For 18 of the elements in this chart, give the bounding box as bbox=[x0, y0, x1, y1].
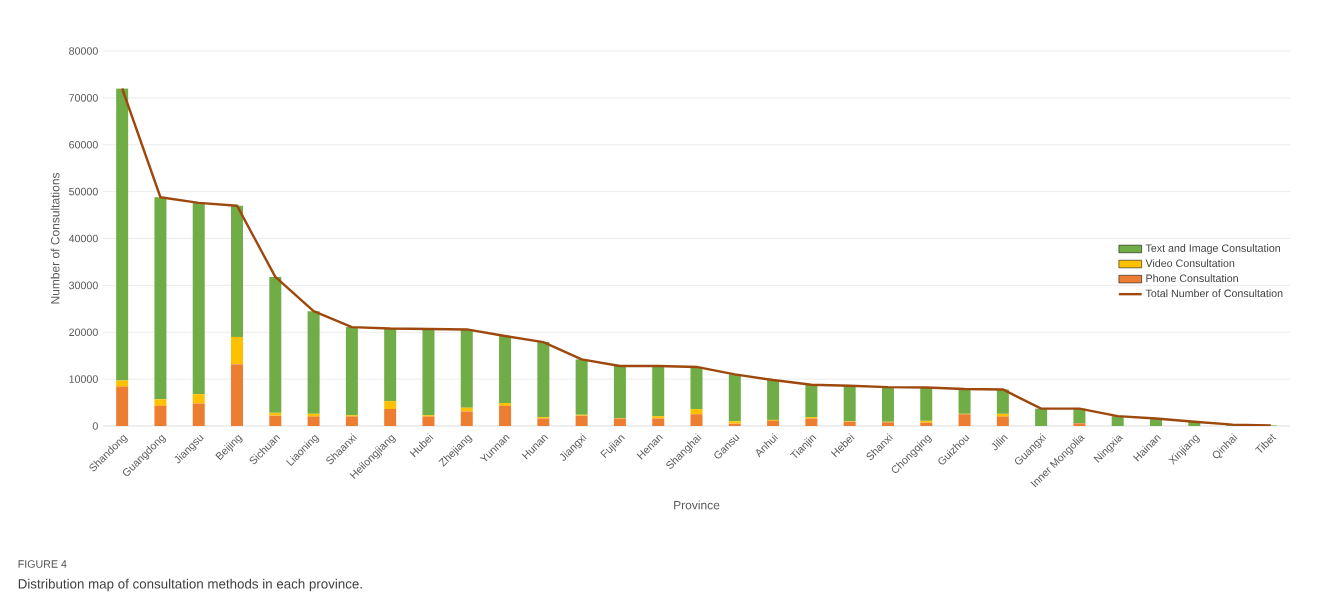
y-tick-label: 20000 bbox=[69, 328, 98, 337]
y-tick-label: 70000 bbox=[69, 94, 98, 102]
legend-label: Total Number of Consultation bbox=[1145, 289, 1283, 298]
y-tick-label: 0 bbox=[92, 422, 98, 430]
legend-label: Video Consultation bbox=[1145, 259, 1235, 267]
y-tick-label: 80000 bbox=[69, 47, 98, 55]
text: Distribution map of consultation methods in each province. bbox=[18, 578, 362, 592]
legend-label: Phone Consultation bbox=[1146, 274, 1238, 283]
x-tick-label: Jilin bbox=[991, 435, 1008, 451]
caption: FIGURE 4 bbox=[18, 560, 67, 568]
y-tick-label: 10000 bbox=[69, 375, 98, 383]
y-tick-label: 40000 bbox=[68, 234, 98, 243]
y-tick-label: 30000 bbox=[69, 281, 98, 290]
x-axis-title: Province bbox=[674, 500, 720, 510]
y-tick-label: 60000 bbox=[69, 140, 98, 149]
y-tick-label: 50000 bbox=[69, 187, 98, 196]
legend-label: Text and Image Consultation bbox=[1145, 244, 1281, 255]
y-axis-title: Number of Consultations bbox=[50, 172, 60, 304]
